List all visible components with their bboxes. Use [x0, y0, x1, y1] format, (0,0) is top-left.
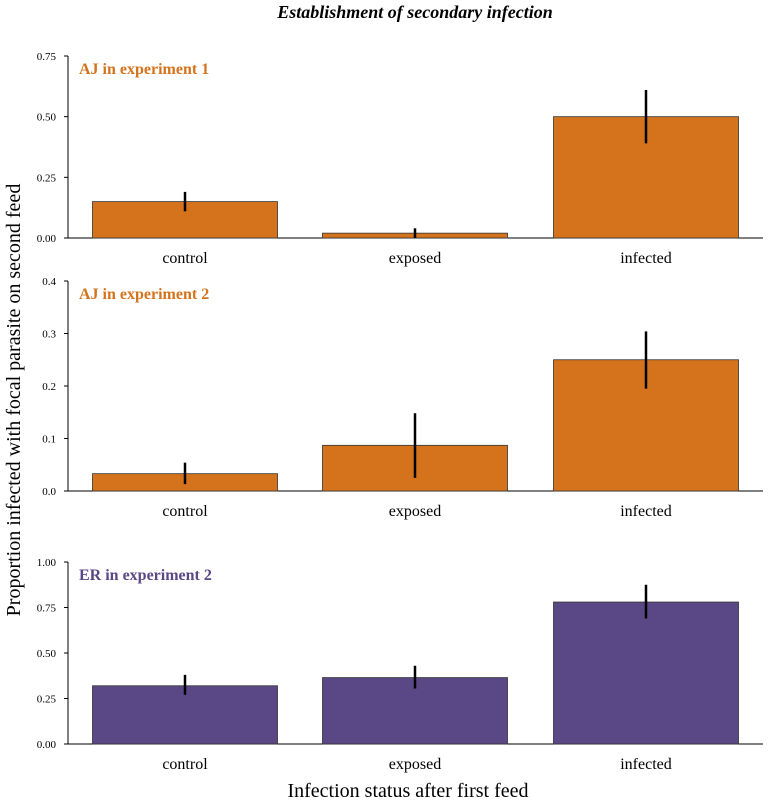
panel-3: 0.00 0.25 0.50 0.75 1.00 control exposed infect… [37, 557, 763, 773]
panel-label: ER in experiment 2 [79, 567, 212, 584]
y-tick-label: 0.75 [37, 603, 57, 615]
panel-label: AJ in experiment 1 [79, 61, 209, 78]
y-axis-title: Proportion infected with focal parasite … [3, 184, 25, 617]
bar-exposed [322, 677, 508, 745]
y-tick-label: 0.1 [42, 434, 56, 446]
y-tick-label: 0.25 [37, 694, 57, 706]
bar-infected [553, 601, 739, 745]
y-tick-label: 0.50 [37, 648, 57, 660]
y-tick-label: 0.75 [37, 51, 57, 63]
x-tick-label: control [162, 250, 208, 267]
y-tick-label: 0.4 [42, 276, 56, 288]
y-tick-label: 0.00 [37, 739, 57, 751]
panel-label: AJ in experiment 2 [79, 286, 209, 303]
x-tick-label: control [162, 756, 208, 773]
bar-control [92, 685, 278, 745]
panel-1: 0.00 0.25 0.50 0.75 control exposed infected AJ… [37, 51, 763, 267]
y-tick-label: 0.0 [42, 486, 56, 498]
y-tick-label: 1.00 [37, 557, 57, 569]
x-tick-label: infected [620, 503, 672, 520]
x-tick-label: exposed [389, 756, 441, 773]
panel-2: 0.0 0.1 0.2 0.3 0.4 control exposed infected AJ … [42, 276, 763, 520]
x-tick-label: infected [620, 756, 672, 773]
panels-group: 0.00 0.25 0.50 0.75 control exposed infected AJ… [37, 51, 763, 773]
x-tick-label: control [162, 503, 208, 520]
y-tick-label: 0.50 [37, 112, 57, 124]
x-tick-label: exposed [389, 503, 441, 520]
x-axis-title: Infection status after first feed [287, 780, 528, 800]
chart-title: Establishment of secondary infection [276, 2, 553, 22]
y-tick-label: 0.2 [42, 381, 56, 393]
y-tick-label: 0.3 [42, 329, 56, 341]
y-tick-label: 0.25 [37, 172, 57, 184]
x-tick-label: exposed [389, 250, 441, 267]
y-tick-label: 0.00 [37, 233, 57, 245]
x-tick-label: infected [620, 250, 672, 267]
